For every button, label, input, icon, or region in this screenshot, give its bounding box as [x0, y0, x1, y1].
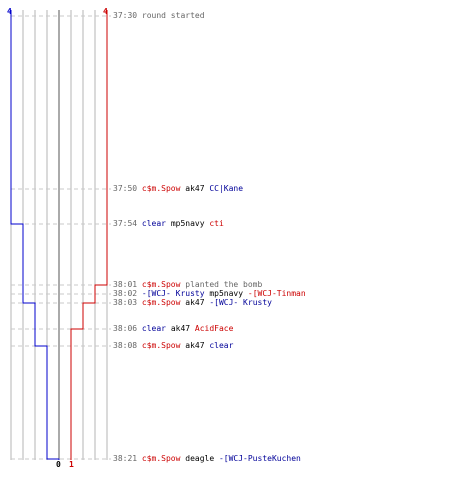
event-time: 38:01 [113, 280, 142, 289]
event-row: 38:03 c$m.Spow ak47 -[WCJ- Krusty [113, 298, 272, 308]
blue-start-count: 4 [7, 7, 12, 16]
event-row: 38:08 c$m.Spow ak47 clear [113, 341, 233, 351]
event-text: c$m.Spow [141, 298, 181, 307]
event-row: 38:21 c$m.Spow deagle -[WCJ-PusteKuchen [113, 454, 301, 464]
event-text: c$m.Spow [141, 280, 181, 289]
event-row: 37:50 c$m.Spow ak47 CC|Kane [113, 184, 243, 194]
event-text: deagle [180, 454, 219, 463]
event-text: mp5navy [204, 289, 248, 298]
red-start-count: 4 [103, 7, 108, 16]
event-text: ak47 [180, 298, 210, 307]
event-time: 38:08 [113, 341, 142, 350]
event-text: AcidFace [194, 324, 234, 333]
event-text: c$m.Spow [141, 454, 181, 463]
event-text: c$m.Spow [141, 184, 181, 193]
event-text: mp5navy [166, 219, 210, 228]
event-time: 37:50 [113, 184, 142, 193]
series-lines [10, 10, 108, 460]
grid-lines [10, 10, 108, 460]
event-dash-lines [11, 15, 111, 460]
event-time: 38:06 [113, 324, 142, 333]
event-text: clear [141, 324, 166, 333]
event-text: -[WCJ- Krusty [209, 298, 272, 307]
red-team-series-line [70, 10, 108, 460]
event-text: round started [141, 11, 205, 20]
event-text: c$m.Spow [141, 341, 181, 350]
event-row: 38:06 clear ak47 AcidFace [113, 324, 233, 334]
event-time: 38:21 [113, 454, 142, 463]
event-text: clear [209, 341, 234, 350]
event-row: 37:54 clear mp5navy cti [113, 219, 224, 229]
event-time: 37:54 [113, 219, 142, 228]
event-time: 38:02 [113, 289, 142, 298]
event-text: cti [209, 219, 224, 228]
event-row: 38:01 c$m.Spow planted the bomb [113, 280, 262, 290]
event-text: -[WCJ-PusteKuchen [218, 454, 301, 463]
event-row: 38:02 -[WCJ- Krusty mp5navy -[WCJ-Tinman [113, 289, 306, 299]
event-time: 37:30 [113, 11, 142, 20]
event-time: 38:03 [113, 298, 142, 307]
event-text: clear [141, 219, 166, 228]
event-text: ak47 [166, 324, 195, 333]
event-row: 37:30 round started [113, 11, 205, 21]
blue-end-count: 0 [56, 460, 61, 469]
red-end-count: 1 [69, 460, 74, 469]
event-text: ak47 [180, 341, 210, 350]
event-text: -[WCJ-Tinman [247, 289, 306, 298]
event-text: CC|Kane [209, 184, 244, 193]
event-text: ak47 [180, 184, 210, 193]
event-text: -[WCJ- Krusty [141, 289, 205, 298]
blue-team-series-line [10, 10, 60, 460]
event-text: planted the bomb [180, 280, 263, 289]
